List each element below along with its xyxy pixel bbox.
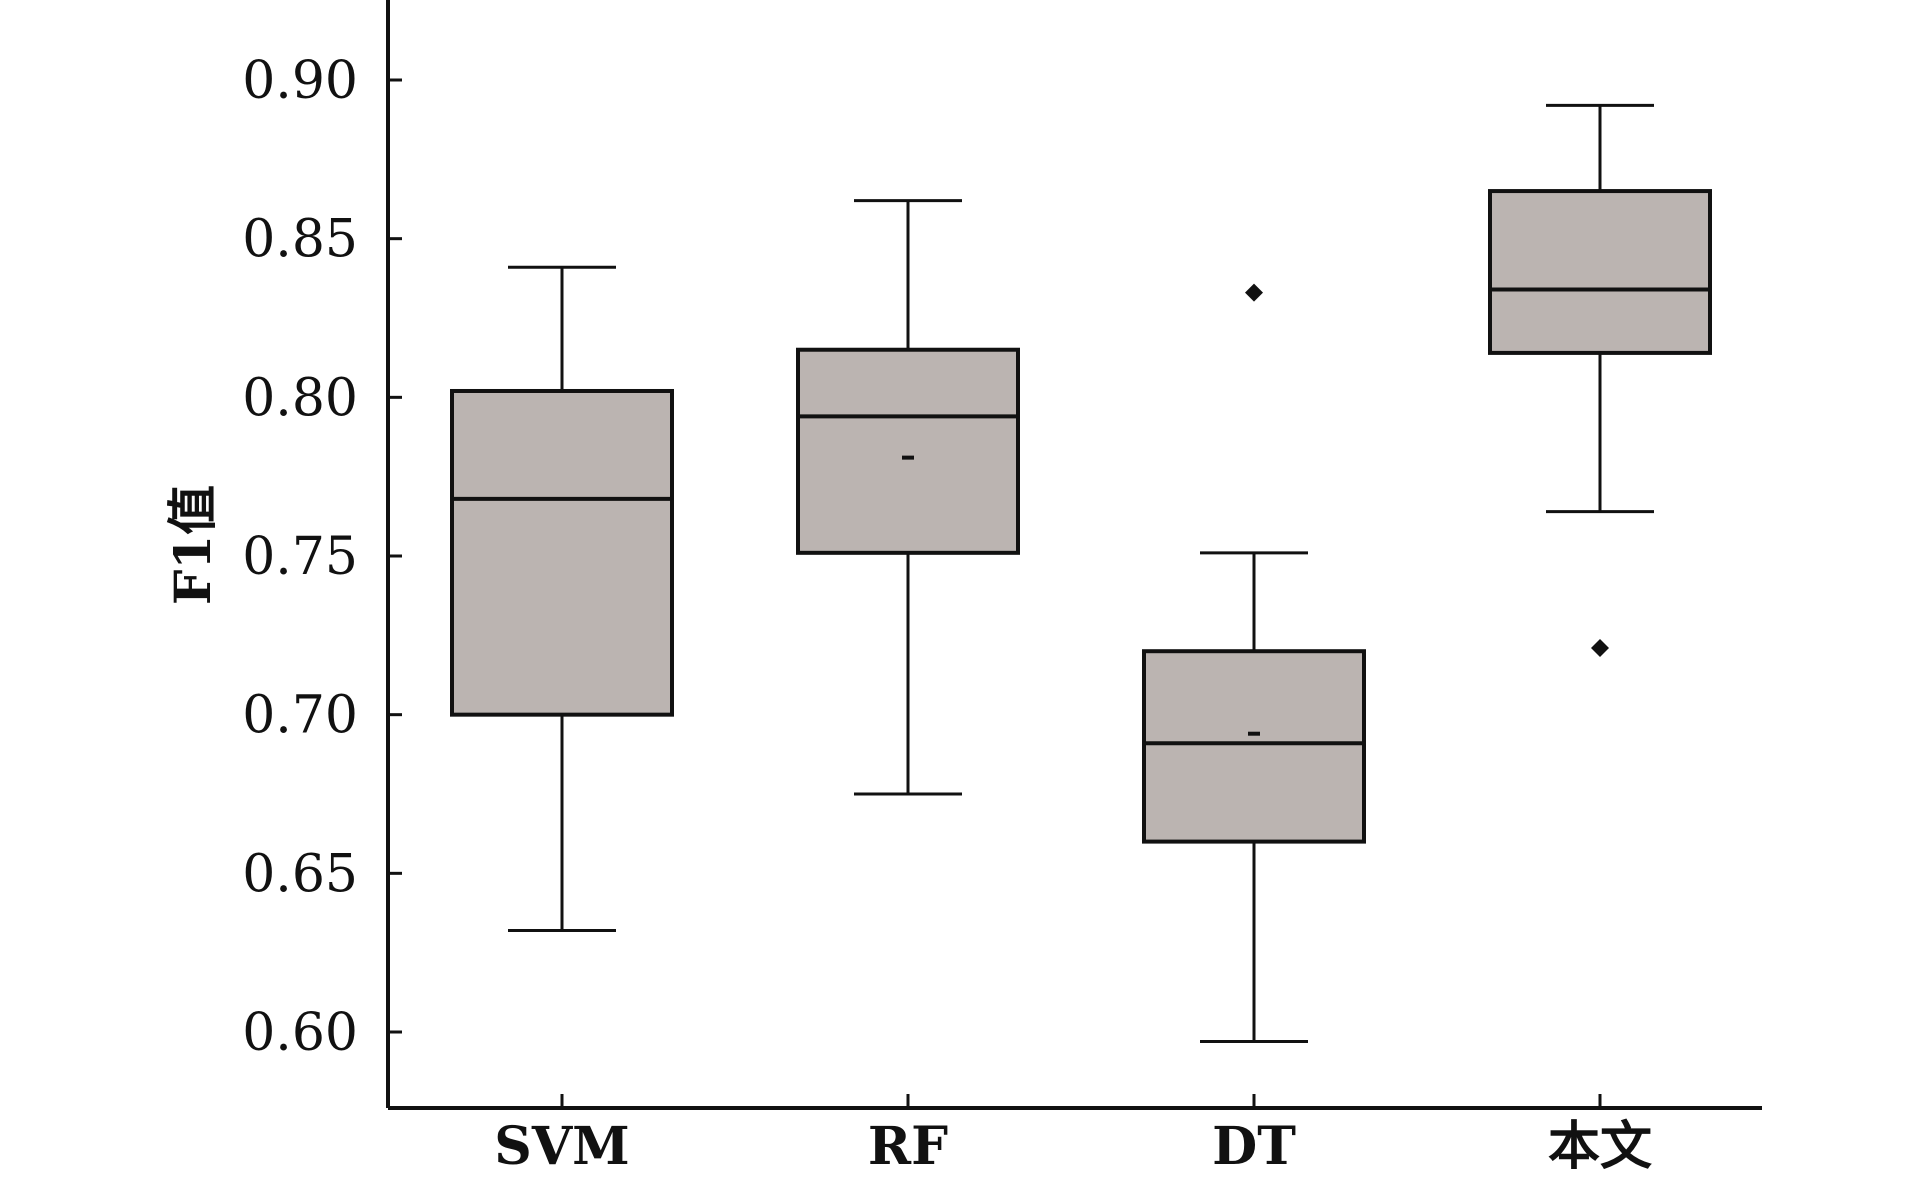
y-tick-label: 0.65 xyxy=(242,844,358,904)
box-rf xyxy=(796,199,1020,796)
y-axis-title: F1值 xyxy=(163,485,222,605)
y-tick-label: 0.85 xyxy=(242,210,358,270)
iqr-box xyxy=(1142,649,1366,844)
iqr-box xyxy=(1488,189,1712,355)
y-tick-label: 0.70 xyxy=(242,686,358,746)
y-tick-label: 0.90 xyxy=(242,51,358,111)
box-proposed xyxy=(1488,103,1712,658)
y-tick-label: 0.80 xyxy=(242,368,358,428)
y-tick-label: 0.60 xyxy=(242,1003,358,1063)
box-dt xyxy=(1142,283,1366,1044)
iqr-box xyxy=(450,388,674,717)
x-tick-label: RF xyxy=(868,1116,948,1177)
y-tick-label: 0.75 xyxy=(242,527,358,587)
iqr-box xyxy=(796,347,1020,555)
outlier-point xyxy=(1591,639,1609,658)
label-group: 0.60 0.65 0.70 0.75 0.80 0.85 0.90 F1值 SVM RF DT 本文 xyxy=(163,51,1652,1177)
x-tick-label: 本文 xyxy=(1548,1116,1652,1177)
x-tick-label: SVM xyxy=(494,1116,629,1177)
outlier-point xyxy=(1245,283,1263,302)
box-group xyxy=(450,103,1712,1044)
box-svm xyxy=(450,265,674,932)
x-tick-label: DT xyxy=(1212,1116,1296,1177)
axes xyxy=(386,0,1762,1110)
